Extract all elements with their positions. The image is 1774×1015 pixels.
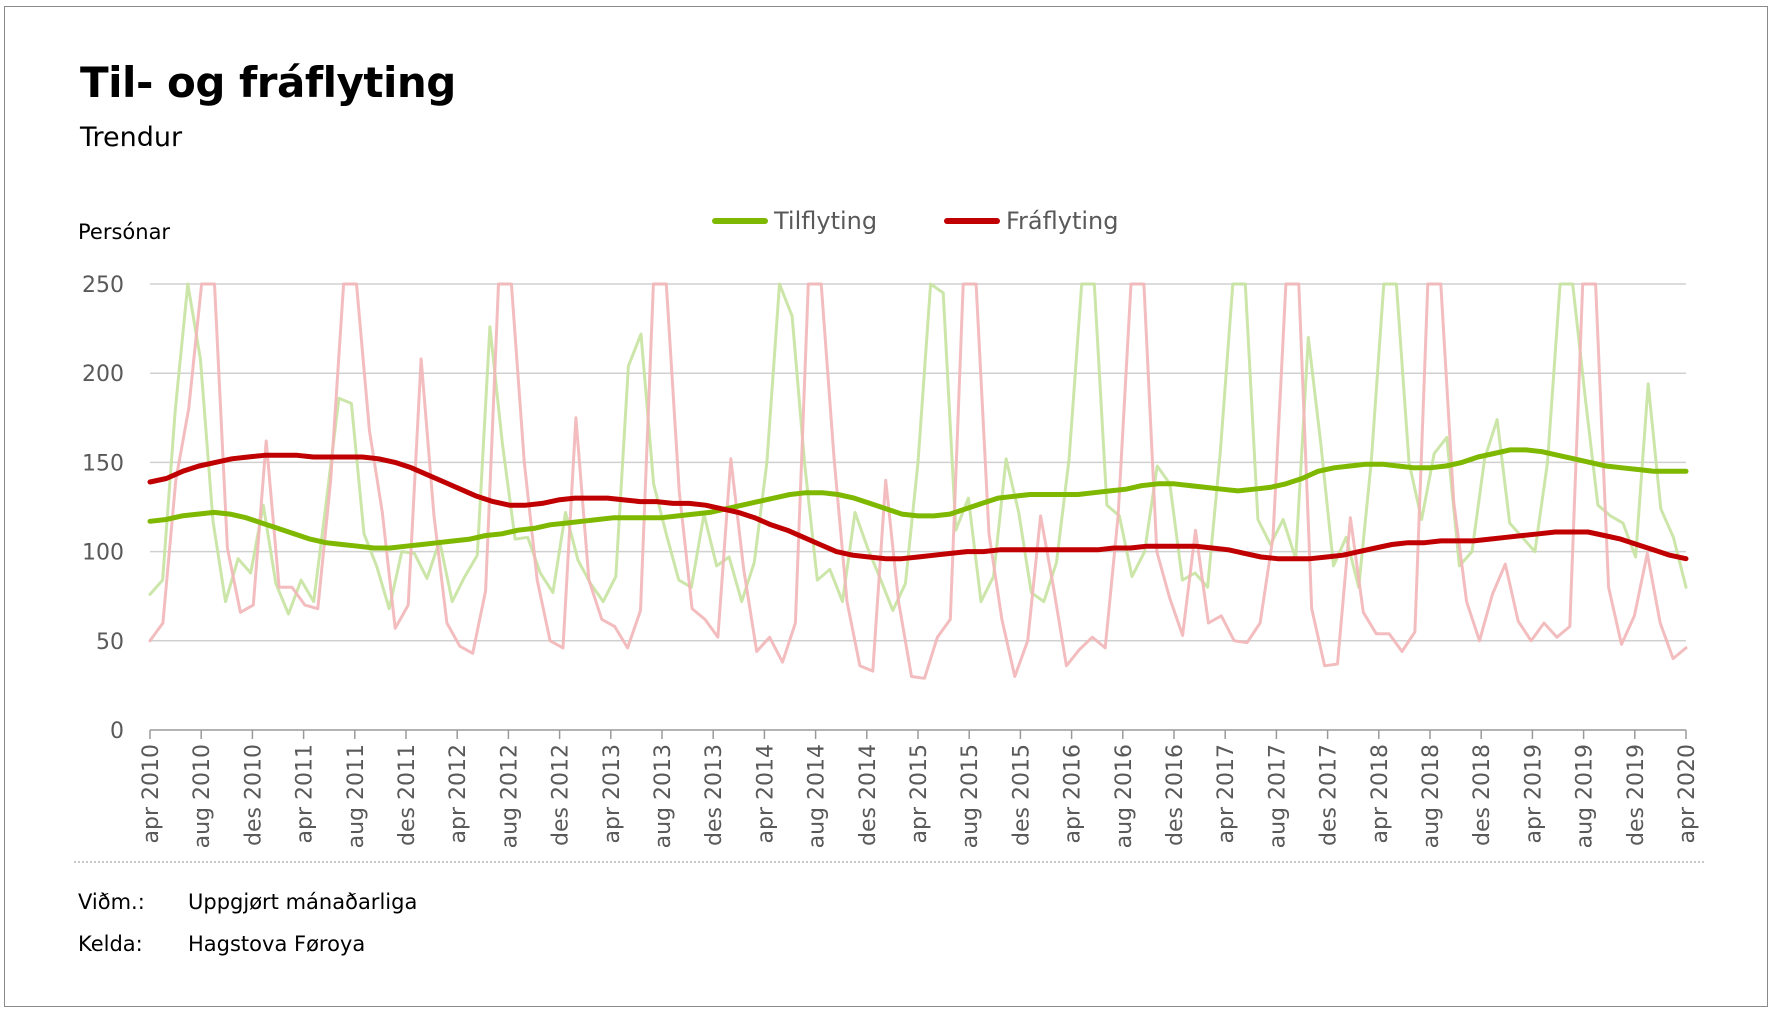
- x-tick-label: apr 2012: [446, 744, 471, 843]
- x-tick-label: des 2019: [1624, 744, 1649, 846]
- y-tick-label: 150: [82, 451, 124, 476]
- y-tick-label: 250: [82, 273, 124, 298]
- x-tick-label: apr 2010: [139, 744, 164, 843]
- x-tick-label: aug 2017: [1265, 744, 1290, 848]
- legend-label-tilflyting: Tilflyting: [774, 207, 878, 235]
- x-tick-label: apr 2019: [1521, 744, 1546, 843]
- x-tick-label: des 2014: [856, 744, 881, 846]
- x-tick-label: aug 2012: [497, 744, 522, 848]
- x-tick-label: des 2018: [1470, 744, 1495, 846]
- x-tick-label: des 2013: [702, 744, 727, 846]
- x-tick-label: apr 2014: [753, 744, 778, 843]
- series-line-fráflyting-monthly: [148, 282, 1688, 680]
- x-tick-label: des 2010: [241, 744, 266, 846]
- x-tick-label: des 2016: [1163, 744, 1188, 846]
- y-tick-label: 200: [82, 362, 124, 387]
- x-tick-label: aug 2019: [1573, 744, 1598, 848]
- x-tick-label: des 2017: [1317, 744, 1342, 846]
- legend-item-tilflyting: Tilflyting: [712, 207, 877, 235]
- x-tick-label: des 2011: [395, 744, 420, 846]
- x-tick-label: aug 2010: [190, 744, 215, 848]
- footer-source-value: Hagstova Føroya: [188, 932, 366, 956]
- y-tick-label: 100: [82, 541, 124, 566]
- x-tick-label: aug 2013: [651, 744, 676, 848]
- x-tick-label: aug 2018: [1419, 744, 1444, 848]
- legend-label-fraflyting: Fráflyting: [1006, 207, 1119, 235]
- series-line-tilflyting-monthly: [148, 282, 1688, 616]
- y-tick-label: 0: [110, 719, 124, 744]
- footer-note-value: Uppgjørt mánaðarliga: [188, 890, 418, 914]
- x-tick-label: apr 2016: [1061, 744, 1086, 843]
- x-tick-label: apr 2015: [907, 744, 932, 843]
- x-tick-label: apr 2020: [1675, 744, 1700, 843]
- x-tick-label: apr 2013: [600, 744, 625, 843]
- x-tick-label: aug 2015: [958, 744, 983, 848]
- axes: 0 50 100 150 200 250 apr 2010 aug 2010 des 2010 a…: [74, 273, 1704, 863]
- x-tick-label: des 2015: [1009, 744, 1034, 846]
- y-axis-label: Persónar: [78, 220, 171, 244]
- footer-note-key: Viðm.:: [78, 890, 145, 914]
- series-line-fráflyting-trend: [147, 452, 1689, 562]
- chart-title: Til- og fráflyting: [80, 58, 456, 107]
- chart-frame: [4, 6, 1768, 1007]
- series-line-tilflyting-trend: [147, 447, 1689, 551]
- x-tick-label: des 2012: [549, 744, 574, 846]
- x-tick-label: aug 2016: [1112, 744, 1137, 848]
- x-tick-label: apr 2017: [1214, 744, 1239, 843]
- chart-subtitle: Trendur: [80, 122, 183, 153]
- series-layer: [147, 282, 1689, 680]
- legend-swatch-tilflyting: [712, 218, 768, 224]
- x-tick-label: apr 2018: [1368, 744, 1393, 843]
- x-tick-label: apr 2011: [293, 744, 318, 843]
- footer-source-key: Kelda:: [78, 932, 143, 956]
- legend-item-fraflyting: Fráflyting: [944, 207, 1118, 235]
- y-tick-label: 50: [96, 630, 124, 655]
- x-tick-label: aug 2014: [805, 744, 830, 848]
- legend-swatch-fraflyting: [944, 218, 1000, 224]
- x-tick-label: aug 2011: [344, 744, 369, 848]
